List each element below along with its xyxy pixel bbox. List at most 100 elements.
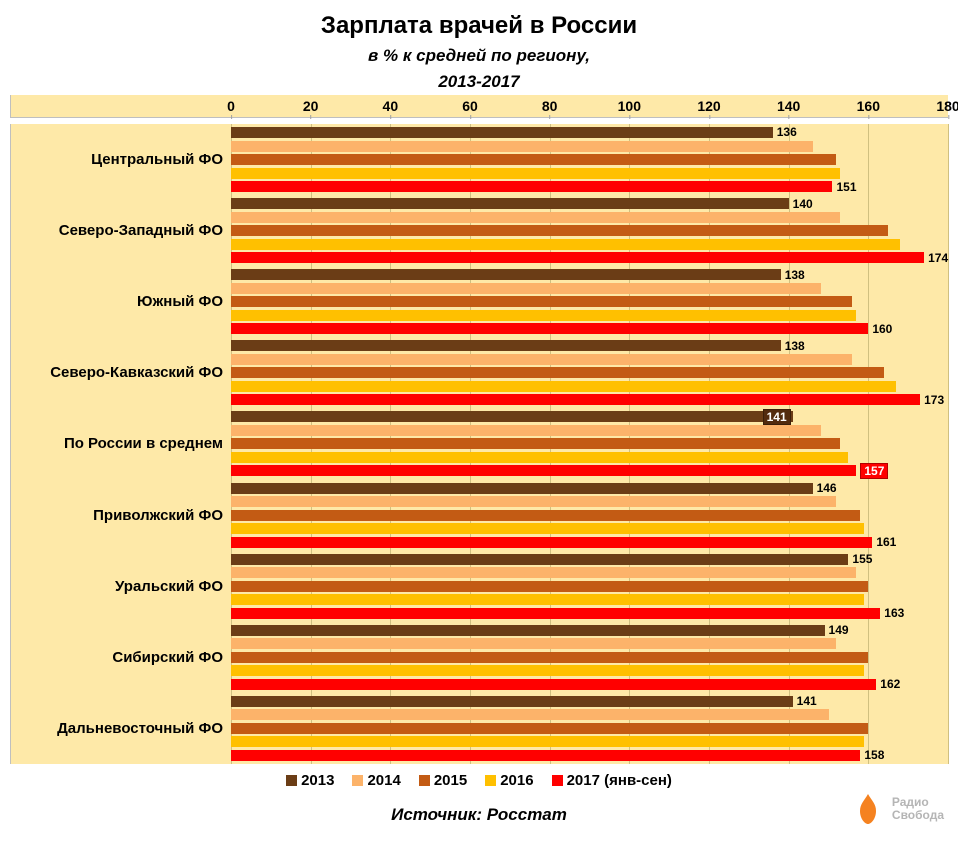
bar — [231, 652, 868, 663]
category-label: Центральный ФО — [11, 124, 231, 195]
legend-item: 2016 — [485, 772, 533, 789]
bar — [231, 594, 864, 605]
bar-value-label: 162 — [880, 677, 900, 691]
bar: 163 — [231, 608, 880, 619]
bar — [231, 239, 900, 250]
bar-group: 140 174 — [231, 195, 948, 266]
bar-value-label: 149 — [829, 623, 849, 637]
x-tick: 40 — [383, 98, 399, 114]
category-label: Северо-Кавказский ФО — [11, 337, 231, 408]
legend-swatch — [286, 775, 297, 786]
category-label: По России в среднем — [11, 408, 231, 479]
bar-value-label: 174 — [928, 251, 948, 265]
bar-value-label: 155 — [852, 552, 872, 566]
bar — [231, 665, 864, 676]
bar: 174 — [231, 252, 924, 263]
legend-item: 2013 — [286, 772, 334, 789]
bar-value-label: 157 — [860, 463, 888, 479]
bar: 146 — [231, 483, 813, 494]
bar-value-label: 173 — [924, 393, 944, 407]
legend-label: 2015 — [434, 772, 467, 789]
bar — [231, 723, 868, 734]
x-tick: 80 — [542, 98, 558, 114]
bar — [231, 381, 896, 392]
bar — [231, 736, 864, 747]
bar-group: 141 158 — [231, 693, 948, 764]
source-text: Источник: Росстат — [10, 805, 948, 825]
bar: 155 — [231, 554, 848, 565]
category-label: Приволжский ФО — [11, 480, 231, 551]
bar-value-label: 140 — [793, 197, 813, 211]
legend-label: 2017 (янв-сен) — [567, 772, 672, 789]
bar: 160 — [231, 323, 868, 334]
bar — [231, 168, 840, 179]
bar: 140 — [231, 198, 789, 209]
flame-icon — [850, 791, 886, 827]
legend-swatch — [419, 775, 430, 786]
bar: 151 — [231, 181, 832, 192]
legend-swatch — [552, 775, 563, 786]
plot-canvas: 1361511401741381601381731411571461611551… — [231, 124, 948, 764]
bar-value-label: 151 — [836, 180, 856, 194]
x-tick: 100 — [618, 98, 641, 114]
logo: Радио Свобода — [850, 791, 944, 827]
x-tick: 180 — [936, 98, 958, 114]
bar — [231, 523, 864, 534]
x-tick: 160 — [857, 98, 880, 114]
bar — [231, 310, 856, 321]
bar: 157 — [231, 465, 856, 476]
chart-subtitle-2: 2013-2017 — [10, 71, 948, 93]
chart-title: Зарплата врачей в России — [10, 12, 948, 41]
legend-swatch — [485, 775, 496, 786]
legend: 2013 2014 2015 2016 2017 (янв-сен) — [10, 772, 948, 789]
bar-value-label: 141 — [797, 694, 817, 708]
bar: 158 — [231, 750, 860, 761]
x-tick: 60 — [462, 98, 478, 114]
bar — [231, 425, 821, 436]
bar-value-label: 138 — [785, 268, 805, 282]
legend-item: 2017 (янв-сен) — [552, 772, 672, 789]
bar — [231, 367, 884, 378]
bar-group: 146161 — [231, 480, 948, 551]
bar-group: 155 163 — [231, 551, 948, 622]
logo-text-1: Радио — [892, 796, 944, 809]
bar — [231, 638, 836, 649]
bar — [231, 496, 836, 507]
bar: 141 — [231, 696, 793, 707]
bar: 173 — [231, 394, 920, 405]
plot-area: Центральный ФОСеверо-Западный ФОЮжный ФО… — [10, 124, 948, 764]
bar — [231, 438, 840, 449]
legend-item: 2015 — [419, 772, 467, 789]
bar-value-label: 141 — [763, 409, 791, 425]
bar — [231, 510, 860, 521]
bar-value-label: 163 — [884, 606, 904, 620]
bar — [231, 212, 840, 223]
bar — [231, 225, 888, 236]
bar-value-label: 136 — [777, 125, 797, 139]
category-label: Уральский ФО — [11, 551, 231, 622]
bar-group: 138 173 — [231, 337, 948, 408]
bar — [231, 452, 848, 463]
bar — [231, 141, 813, 152]
category-label: Сибирский ФО — [11, 622, 231, 693]
bar — [231, 581, 868, 592]
bar — [231, 296, 852, 307]
bar — [231, 154, 836, 165]
x-tick: 140 — [777, 98, 800, 114]
legend-swatch — [352, 775, 363, 786]
bar-group: 149 162 — [231, 622, 948, 693]
legend-label: 2013 — [301, 772, 334, 789]
bar — [231, 354, 852, 365]
category-label: Северо-Западный ФО — [11, 195, 231, 266]
bar-value-label: 160 — [872, 322, 892, 336]
category-label: Дальневосточный ФО — [11, 693, 231, 764]
bar: 138 — [231, 340, 781, 351]
bar — [231, 709, 829, 720]
x-tick: 0 — [227, 98, 235, 114]
legend-label: 2014 — [367, 772, 400, 789]
legend-item: 2014 — [352, 772, 400, 789]
logo-text-2: Свобода — [892, 809, 944, 822]
category-label: Южный ФО — [11, 266, 231, 337]
x-axis: 020406080100120140160180 — [10, 95, 948, 118]
chart-container: Зарплата врачей в России в % к средней п… — [0, 0, 958, 835]
